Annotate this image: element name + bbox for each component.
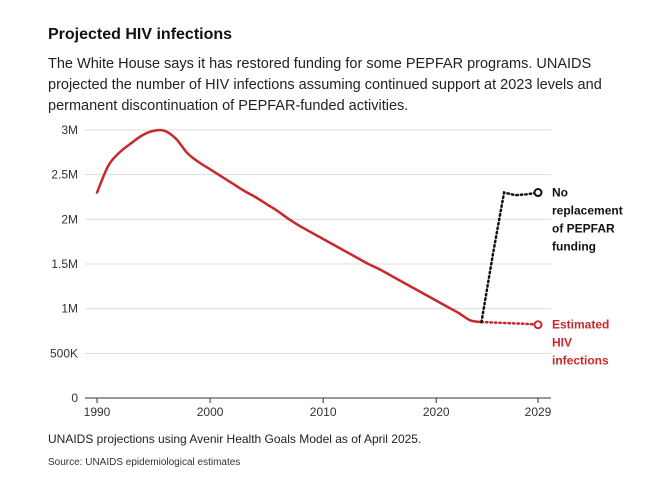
- series-line-no-replacement-of-pepfar-funding: [480, 191, 540, 324]
- x-tick-label: 1990: [84, 405, 111, 419]
- annotations: No replacement of PEPFAR funding Estimated HI…: [552, 186, 623, 368]
- annotation-line: replacement: [552, 204, 623, 218]
- chart-title: Projected HIV infections: [48, 26, 233, 43]
- annotation-line: infections: [552, 354, 609, 368]
- series-lines: [95, 128, 540, 326]
- annotation-line: Estimated: [552, 318, 609, 332]
- footnote: UNAIDS projections using Avenir Health G…: [48, 432, 422, 446]
- x-tick-label: 2000: [197, 405, 224, 419]
- y-tick-label: 2.5M: [51, 168, 78, 182]
- x-tick-label: 2029: [525, 405, 552, 419]
- end-markers: [533, 188, 543, 330]
- end-marker-estimated-hiv-infections: [533, 320, 543, 330]
- y-tick-label: 3M: [61, 123, 78, 137]
- x-tick-label: 2020: [423, 405, 450, 419]
- y-tick-label: 2M: [61, 212, 78, 226]
- y-tick-label: 1.5M: [51, 257, 78, 271]
- annotation-line: funding: [552, 240, 596, 254]
- source-credit: Source: UNAIDS epidemiological estimates: [48, 457, 241, 468]
- annotation-estimated: Estimated HIV infections: [552, 318, 609, 368]
- x-tick-label: 2010: [310, 405, 337, 419]
- y-tick-label: 0: [71, 391, 78, 405]
- y-axis-ticks: 0 500K 1M 1.5M 2M 2.5M 3M: [50, 123, 78, 405]
- annotation-line: No: [552, 186, 568, 200]
- series-line-historical: [95, 128, 483, 324]
- series-line-estimated-hiv-infections: [480, 320, 540, 326]
- annotation-line: HIV: [552, 336, 572, 350]
- y-tick-label: 1M: [61, 302, 78, 316]
- y-tick-label: 500K: [50, 346, 78, 360]
- annotation-line: of PEPFAR: [552, 222, 615, 236]
- chart-subtitle: The White House says it has restored fun…: [48, 56, 602, 114]
- x-axis: 1990 2000 2010 2020 2029: [84, 397, 552, 419]
- end-marker-no-replacement-of-pepfar-funding: [533, 188, 543, 198]
- annotation-no-replacement: No replacement of PEPFAR funding: [552, 186, 623, 254]
